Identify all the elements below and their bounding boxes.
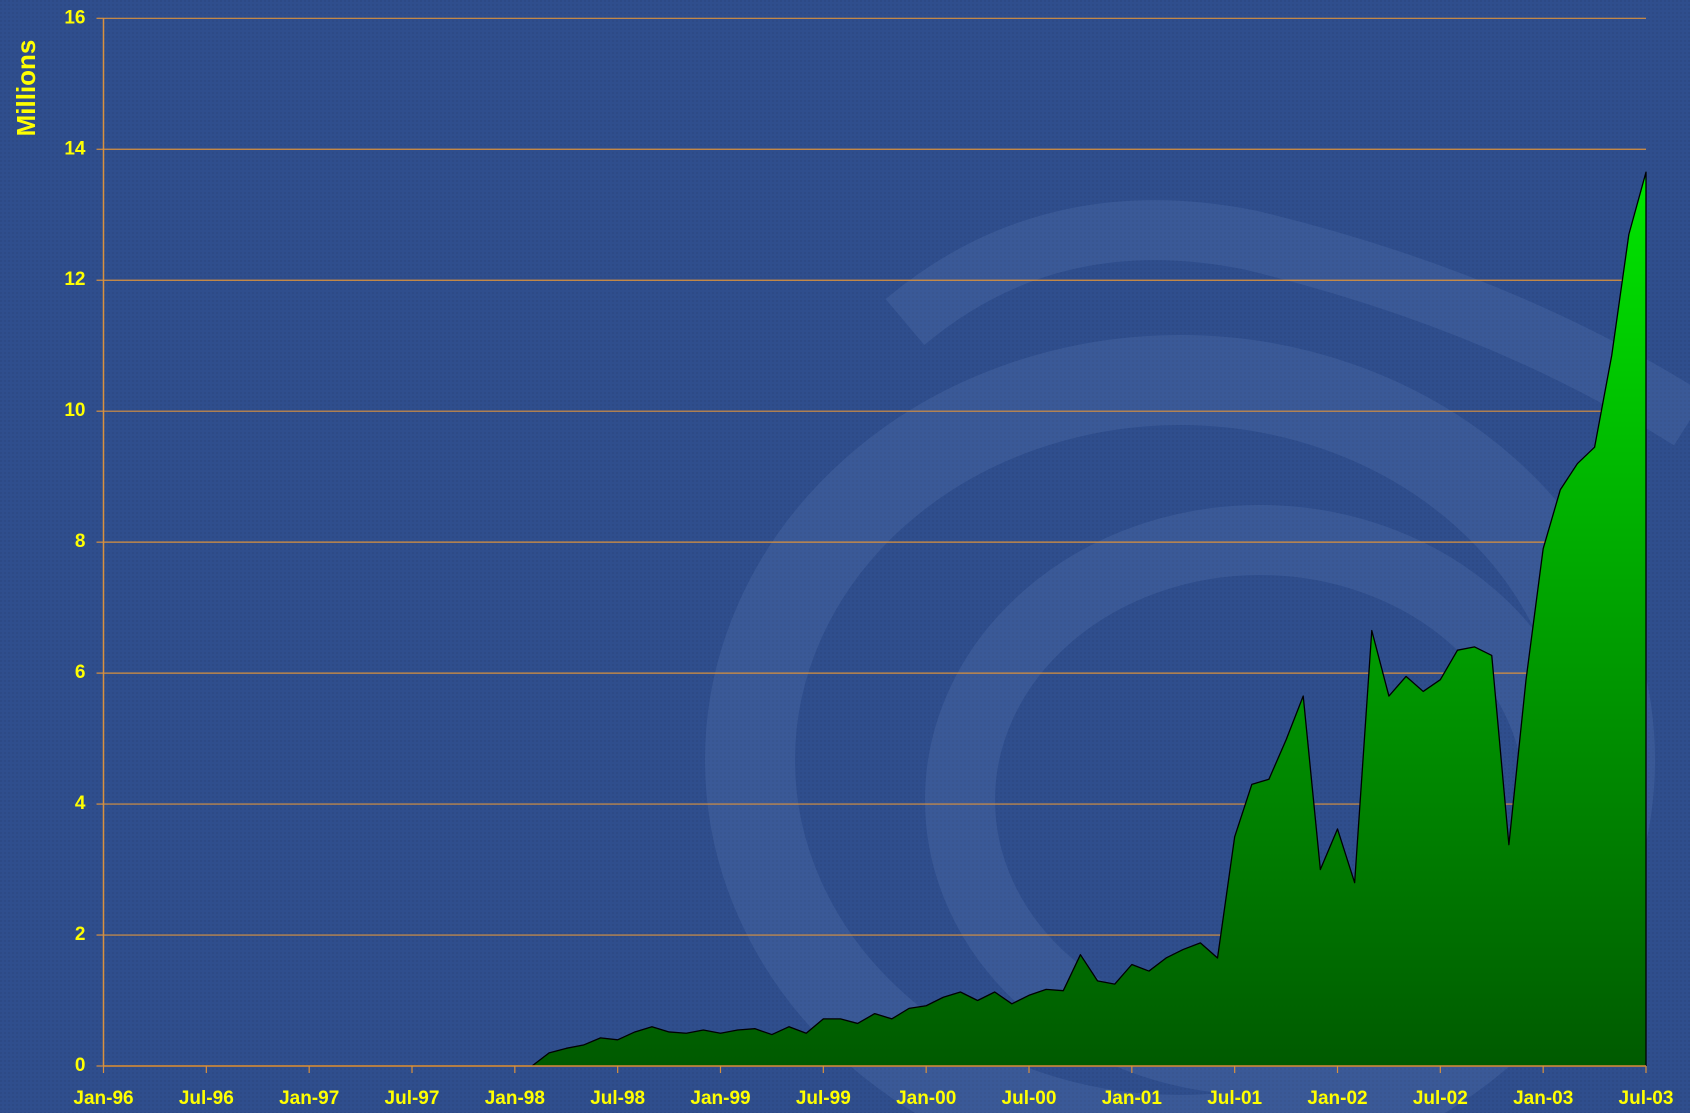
y-tick-label: 2 bbox=[75, 924, 86, 945]
y-tick-label: 16 bbox=[64, 7, 85, 28]
x-tick-label: Jan-01 bbox=[1102, 1088, 1163, 1109]
y-tick-label: 6 bbox=[75, 662, 86, 683]
x-tick-label: Jan-99 bbox=[690, 1088, 750, 1109]
x-tick-label: Jul-03 bbox=[1619, 1088, 1674, 1109]
x-tick-label: Jul-01 bbox=[1207, 1088, 1262, 1109]
x-tick-label: Jan-02 bbox=[1307, 1088, 1367, 1109]
y-tick-label: 10 bbox=[64, 400, 85, 421]
y-tick-label: 14 bbox=[64, 138, 86, 159]
y-tick-label: 0 bbox=[75, 1055, 86, 1076]
x-tick-label: Jul-97 bbox=[385, 1088, 440, 1109]
x-tick-label: Jan-98 bbox=[485, 1088, 545, 1109]
x-tick-label: Jul-96 bbox=[179, 1088, 234, 1109]
x-tick-label: Jul-00 bbox=[1002, 1088, 1057, 1109]
y-tick-label: 12 bbox=[64, 269, 85, 290]
x-tick-label: Jan-97 bbox=[279, 1088, 339, 1109]
x-tick-label: Jan-96 bbox=[73, 1088, 133, 1109]
y-axis-label: Millions bbox=[11, 40, 41, 137]
x-tick-label: Jan-03 bbox=[1513, 1088, 1573, 1109]
x-tick-label: Jan-00 bbox=[896, 1088, 956, 1109]
x-tick-label: Jul-02 bbox=[1413, 1088, 1468, 1109]
x-tick-label: Jul-98 bbox=[590, 1088, 645, 1109]
x-tick-label: Jul-99 bbox=[796, 1088, 851, 1109]
y-tick-label: 4 bbox=[75, 793, 86, 814]
y-tick-label: 8 bbox=[75, 531, 86, 552]
